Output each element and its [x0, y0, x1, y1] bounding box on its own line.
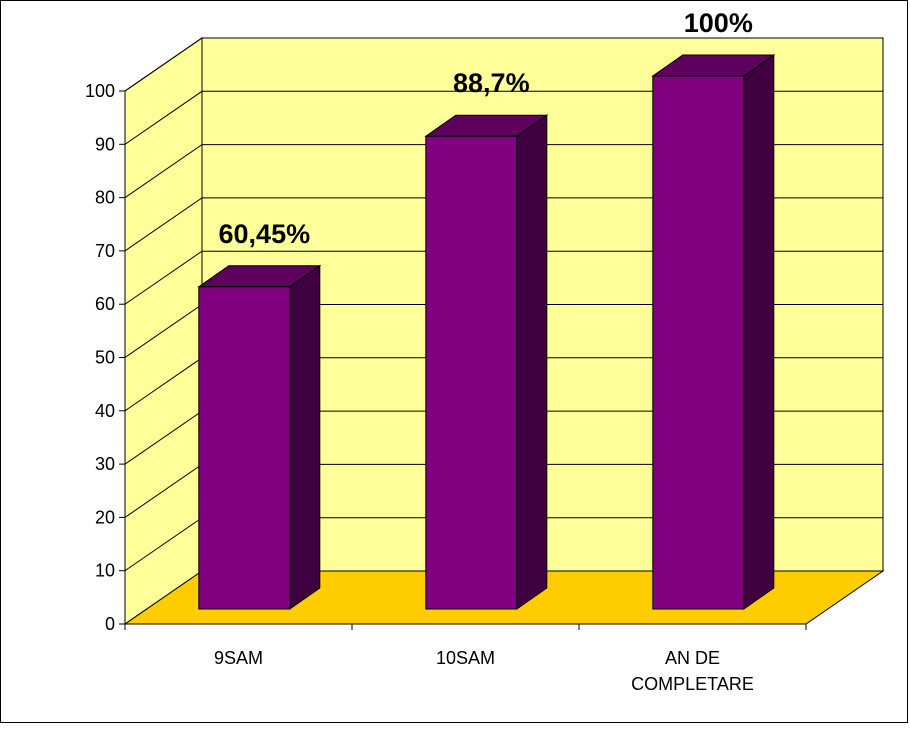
y-tick-label: 20 — [95, 507, 115, 527]
labels: 60,45% 9SAM 88,7% 10SAM 100% AN DE COMPLETARE — [214, 8, 754, 694]
y-tick-label: 60 — [95, 294, 115, 314]
data-label: 88,7% — [453, 68, 530, 98]
bars — [197, 54, 776, 610]
y-tick-label: 80 — [95, 188, 115, 208]
bar — [651, 54, 776, 610]
bar — [197, 264, 322, 610]
x-category-label: 9SAM — [214, 648, 263, 668]
y-tick-label: 40 — [95, 401, 115, 421]
bar-side — [516, 114, 548, 610]
x-category-label: AN DE — [665, 648, 720, 668]
data-label: 60,45% — [219, 219, 311, 249]
y-tick-label: 90 — [95, 134, 115, 154]
bar-front — [425, 135, 518, 610]
y-tick-label: 30 — [95, 454, 115, 474]
x-category-label: COMPLETARE — [631, 674, 754, 694]
bar-front — [652, 75, 745, 610]
y-tick-label: 50 — [95, 348, 115, 368]
data-label: 100% — [684, 8, 753, 38]
y-tick-label: 10 — [95, 561, 115, 581]
y-tick-label: 0 — [105, 614, 115, 634]
gridline-100 — [124, 37, 883, 92]
y-tick-label: 100 — [85, 81, 115, 101]
y-tick-label: 70 — [95, 241, 115, 261]
bar-front — [198, 286, 291, 610]
axes: 0 10 20 30 40 50 60 70 80 90 100 — [85, 81, 807, 634]
x-category-label: 10SAM — [436, 648, 495, 668]
bar-side — [743, 54, 775, 610]
bar-side — [289, 264, 321, 610]
bar — [424, 114, 549, 610]
